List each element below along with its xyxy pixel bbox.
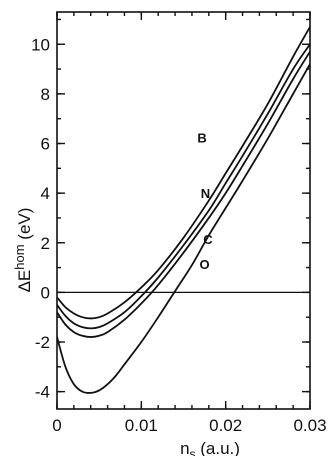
x-tick-label: 0.02 [209,416,242,435]
y-tick-label: 2 [41,234,50,253]
x-axis-label: ns (a.u.) [180,439,240,456]
curve-label-n: N [201,186,210,201]
series-line-b [57,25,310,320]
y-tick-label: -2 [35,333,50,352]
y-tick-label: 10 [31,35,50,54]
y-axis-label: ΔEhom (eV) [12,208,34,293]
y-tick-label: 8 [41,85,50,104]
x-axis-label-subscript: s [190,447,196,456]
plot-frame [56,11,311,410]
x-tick-label: 0 [52,416,61,435]
x-tick-label: 0.01 [125,416,158,435]
series-line-o [57,63,310,394]
x-tick-label: 0.03 [293,416,326,435]
y-axis-label-main: ΔE [15,270,34,293]
y-tick-label: -4 [35,383,50,402]
y-axis-label-superscript: hom [12,244,27,269]
y-axis-label-unit: (eV) [15,208,34,245]
y-tick-label: 4 [41,184,50,203]
x-axis-label-unit: (a.u.) [196,439,240,456]
y-tick-label: 0 [41,283,50,302]
x-axis-label-main: n [180,439,189,456]
series-line-c [57,50,310,338]
curve-label-b: B [197,130,206,145]
curve-label-o: O [200,257,210,272]
y-tick-label: 6 [41,135,50,154]
curve-label-c: C [203,232,213,247]
series-line-n [57,43,310,330]
plot-area: 0 0.01 0.02 0.03 -4 -2 0 2 4 6 8 10 B N CO [31,11,327,435]
